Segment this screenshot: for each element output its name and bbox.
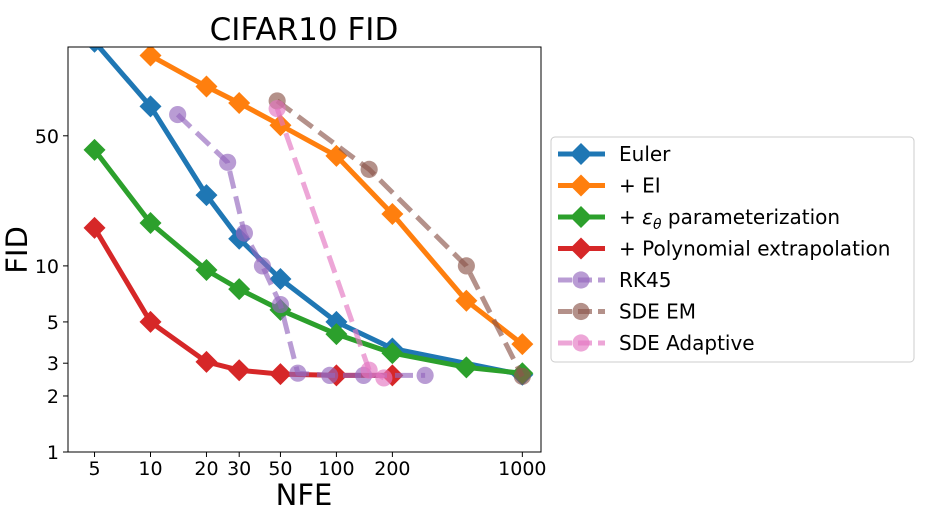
y-tick-label: 10 [35, 256, 59, 278]
legend-marker [570, 174, 592, 197]
y-axis: 1 2 3 5 10 50 [35, 126, 68, 464]
series-line [175, 112, 426, 378]
legend-item: + Polynomial extrapolation [558, 237, 890, 261]
data-point [381, 342, 404, 365]
legend-marker [570, 143, 592, 165]
data-point [360, 361, 378, 379]
plot-frame [67, 46, 542, 453]
data-point [195, 259, 218, 282]
data-point [228, 278, 251, 301]
legend-label: + EI [619, 174, 661, 198]
legend-item: + εθ parameterization [558, 205, 840, 233]
legend-marker [570, 237, 592, 260]
legend-frame [550, 136, 915, 363]
data-point [268, 100, 286, 118]
data-point [253, 257, 272, 275]
legend-label: SDE Adaptive [619, 331, 755, 355]
data-point [195, 75, 218, 98]
data-point [195, 184, 218, 207]
x-axis: 5 10 20 30 50 100 200 1000 [88, 452, 547, 480]
data-point [457, 257, 475, 275]
y-tick-label: 5 [47, 312, 59, 334]
series-0 [88, 47, 534, 386]
legend-item: RK45 [558, 268, 671, 292]
data-point [139, 95, 162, 118]
data-point [169, 106, 187, 124]
data-point [139, 47, 162, 67]
data-point [271, 295, 290, 314]
data-point [235, 224, 253, 242]
plot-area [67, 46, 542, 453]
series-1 [139, 47, 534, 356]
x-tick-label: 200 [374, 458, 410, 480]
data-point [228, 92, 251, 115]
legend-item: + EI [558, 174, 661, 198]
legend-item: Euler [558, 142, 671, 166]
legend-label: RK45 [619, 268, 671, 292]
series-line [92, 148, 523, 376]
data-point [195, 350, 218, 373]
legend-marker [572, 271, 590, 289]
data-point [139, 310, 162, 333]
series-line [275, 98, 525, 378]
data-point [269, 268, 292, 291]
x-axis-title: NFE [276, 478, 333, 512]
data-point [228, 359, 251, 382]
data-point [455, 356, 478, 379]
data-point [219, 153, 237, 171]
x-tick-label: 20 [194, 458, 218, 480]
data-point [416, 366, 434, 384]
y-axis-title: FID [0, 226, 34, 274]
legend-label: Euler [619, 142, 671, 166]
data-point [360, 160, 378, 178]
x-tick-label: 10 [138, 458, 162, 480]
legend-marker [570, 206, 592, 228]
legend-item: SDE Adaptive [558, 331, 755, 355]
data-point [321, 366, 339, 384]
data-point [511, 333, 534, 356]
legend-marker [572, 302, 590, 321]
x-tick-label: 50 [268, 458, 292, 480]
data-point [269, 363, 292, 386]
chart-title: CIFAR10 FID [210, 12, 399, 48]
x-tick-label: 1000 [498, 458, 546, 480]
x-tick-label: 100 [318, 458, 354, 480]
data-point [375, 369, 393, 387]
legend: Euler + EI + εθ parameterization + Polynomi… [550, 136, 915, 363]
x-tick-label: 5 [88, 458, 100, 480]
series-6 [268, 100, 393, 387]
data-point [88, 47, 101, 53]
data-point [83, 216, 106, 239]
data-point [513, 367, 531, 385]
x-tick-label: 30 [227, 458, 251, 480]
data-point [83, 138, 106, 161]
data-point [289, 364, 307, 382]
legend-label: SDE EM [619, 300, 696, 324]
y-tick-label: 50 [35, 126, 59, 148]
legend-item: SDE EM [558, 300, 696, 324]
legend-marker [572, 334, 590, 352]
data-point [139, 211, 162, 234]
series-4 [169, 106, 434, 384]
legend-label: + εθ parameterization [619, 205, 840, 233]
y-tick-label: 2 [47, 386, 59, 408]
data-point [325, 310, 348, 333]
data-point [325, 323, 348, 346]
series-line [92, 226, 393, 378]
legend-label: + Polynomial extrapolation [619, 237, 890, 261]
y-tick-label: 3 [47, 353, 59, 375]
data-point [455, 289, 478, 312]
y-tick-label: 1 [47, 442, 59, 464]
data-point [381, 203, 404, 226]
series-5 [268, 92, 531, 385]
